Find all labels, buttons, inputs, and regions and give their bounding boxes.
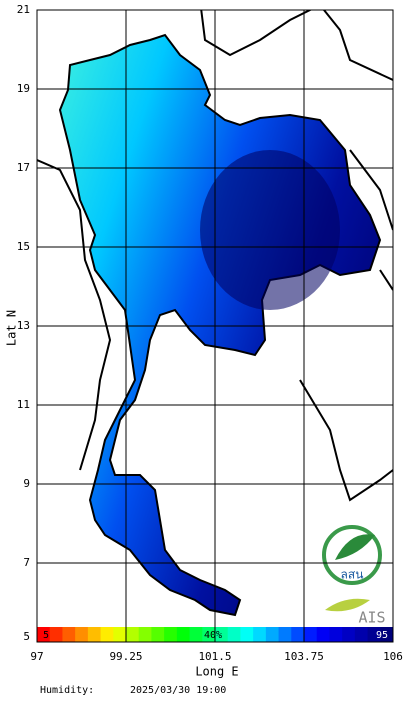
colorbar-label: 40% bbox=[204, 630, 222, 641]
colorbar-cell bbox=[253, 627, 267, 642]
colorbar-cell bbox=[189, 627, 203, 642]
colorbar-label: 95 bbox=[376, 630, 388, 641]
colorbar-cell bbox=[367, 627, 381, 642]
border bbox=[200, 10, 393, 81]
x-tick-label: 101.5 bbox=[198, 650, 231, 663]
datetime: 2025/03/30 19:00 bbox=[130, 685, 226, 696]
colorbar bbox=[37, 627, 394, 642]
y-tick-label: 11 bbox=[17, 398, 30, 411]
colorbar-label: 5 bbox=[43, 630, 49, 641]
y-tick-label: 21 bbox=[17, 3, 30, 16]
border bbox=[37, 159, 112, 471]
logo-text: ลสน bbox=[341, 568, 364, 582]
colorbar-cell bbox=[240, 627, 254, 642]
colorbar-cell bbox=[304, 627, 318, 642]
y-tick-label: 5 bbox=[23, 630, 30, 643]
colorbar-cell bbox=[126, 627, 140, 642]
colorbar-cell bbox=[176, 627, 191, 642]
colorbar-cell bbox=[227, 627, 241, 642]
colorbar-cell bbox=[380, 627, 394, 642]
border bbox=[299, 149, 393, 502]
logo-text: AIS bbox=[358, 609, 385, 627]
y-tick-label: 7 bbox=[23, 556, 30, 569]
colorbar-cell bbox=[316, 627, 330, 642]
colorbar-cell bbox=[342, 627, 356, 642]
colorbar-cell bbox=[87, 627, 102, 642]
y-tick-label: 19 bbox=[17, 82, 30, 95]
colorbar-cell bbox=[113, 627, 127, 642]
colorbar-cell bbox=[164, 627, 178, 642]
variable-label: Humidity: bbox=[40, 685, 94, 696]
x-tick-label: 106 bbox=[383, 650, 403, 663]
colorbar-cell bbox=[151, 627, 165, 642]
x-tick-label: 97 bbox=[30, 650, 43, 663]
x-axis-label: Long E bbox=[195, 665, 238, 679]
colorbar-cell bbox=[62, 627, 76, 642]
colorbar-cell bbox=[37, 627, 51, 642]
x-tick-label: 103.75 bbox=[284, 650, 324, 663]
y-axis-label: Lat N bbox=[5, 310, 19, 346]
y-tick-label: 9 bbox=[23, 477, 30, 490]
colorbar-cell bbox=[291, 627, 305, 642]
logo: ลสน AIS bbox=[322, 525, 386, 627]
colorbar-cell bbox=[100, 627, 114, 642]
humid-core bbox=[200, 150, 340, 310]
colorbar-cell bbox=[202, 627, 216, 642]
colorbar-cell bbox=[329, 627, 343, 642]
colorbar-cell bbox=[49, 627, 63, 642]
y-tick-label: 15 bbox=[17, 240, 30, 253]
y-tick-label: 17 bbox=[17, 161, 30, 174]
colorbar-cell bbox=[278, 627, 292, 642]
colorbar-cell bbox=[265, 627, 280, 642]
colorbar-cell bbox=[138, 627, 152, 642]
x-tick-label: 99.25 bbox=[109, 650, 142, 663]
colorbar-cell bbox=[215, 627, 229, 642]
y-tick-label: 13 bbox=[17, 319, 30, 332]
colorbar-cell bbox=[75, 627, 89, 642]
colorbar-cell bbox=[354, 627, 369, 642]
